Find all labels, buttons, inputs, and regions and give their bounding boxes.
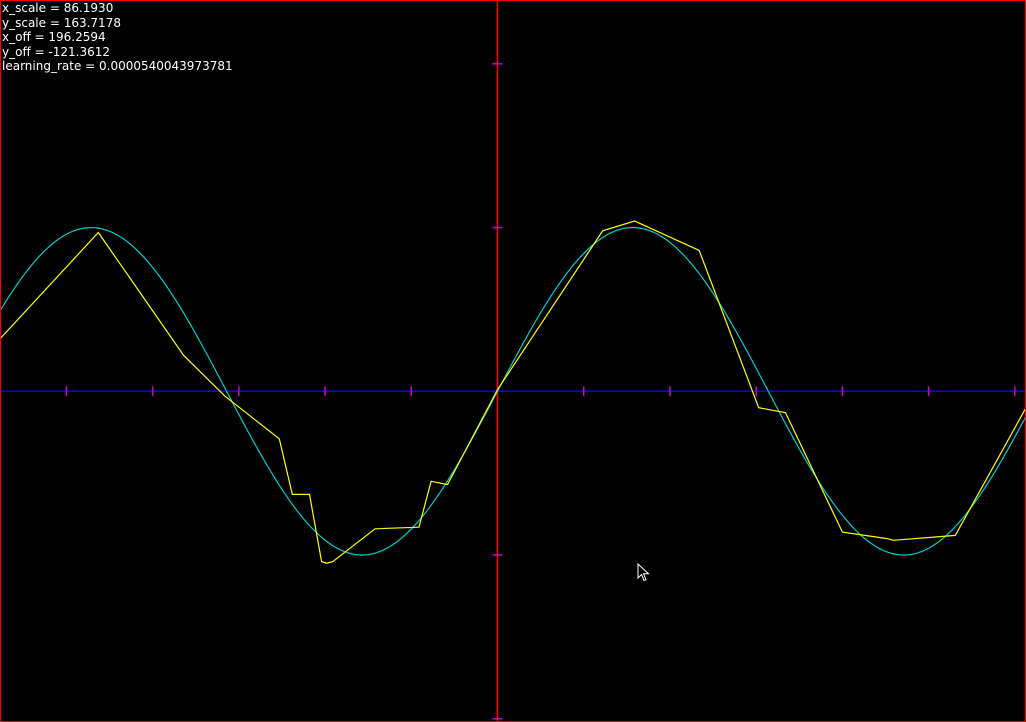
y-offset-readout: y_off = -121.3612 <box>2 44 110 59</box>
approximation-curve <box>0 220 1026 564</box>
x-ticks <box>65 386 1016 397</box>
y-ticks <box>492 63 503 720</box>
x-scale-readout: x_scale = 86.1930 <box>2 1 114 15</box>
x-offset-readout: x_off = 196.2594 <box>2 30 106 44</box>
y-scale-readout: y_scale = 163.7178 <box>2 15 121 30</box>
target-curve <box>0 227 1026 556</box>
learning-rate-readout: learning_rate = 0.0000540043973781 <box>2 59 233 73</box>
parameter-readout: x_scale = 86.1930 y_scale = 163.7178 x_o… <box>2 1 233 74</box>
mouse-pointer-icon <box>637 563 650 582</box>
